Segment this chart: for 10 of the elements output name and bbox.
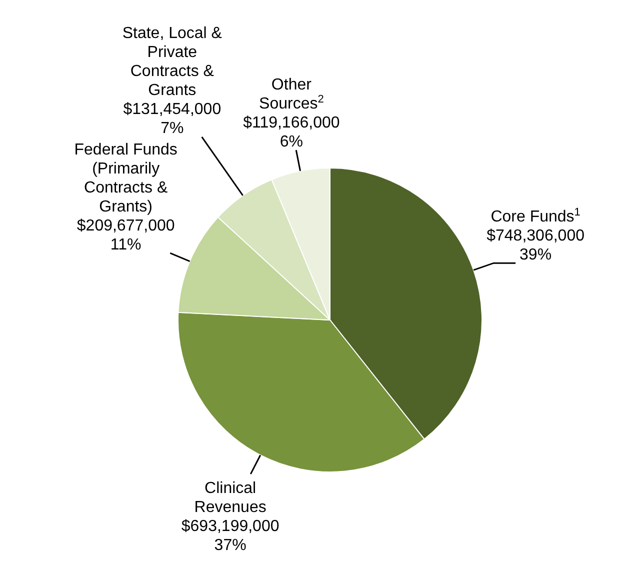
data-label: $748,306,000 39% <box>486 227 585 264</box>
data-label: $131,454,000 7% <box>123 101 222 138</box>
slice-label: Federal Funds (Primarily Contracts & Grants) <box>74 141 178 216</box>
data-label: $693,199,000 37% <box>181 518 280 554</box>
slice-label: State, Local & Private Contracts & Grants <box>122 25 222 100</box>
slice-label: Core Funds$^{1}$ <box>490 206 580 226</box>
slice-label: Other Sources$^{2}$ <box>259 76 324 112</box>
slice-label: Clinical Revenues <box>194 480 266 516</box>
data-label: $209,677,000 11% <box>76 217 175 254</box>
data-label: $119,166,000 6% <box>243 114 340 150</box>
